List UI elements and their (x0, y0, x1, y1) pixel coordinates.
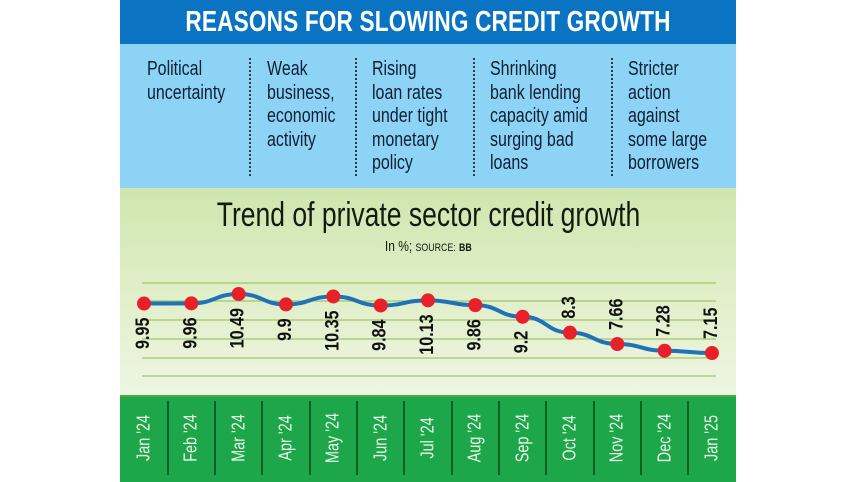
data-label: 9.84 (368, 319, 390, 351)
reason-divider (355, 58, 357, 176)
data-point-marker (562, 325, 577, 340)
x-axis-divider (592, 401, 595, 475)
data-point-marker (515, 309, 530, 324)
x-axis-label-text: May '24 (322, 413, 343, 463)
data-point-marker (326, 289, 341, 304)
data-point-marker (420, 293, 435, 308)
data-point-marker (704, 346, 719, 360)
x-axis-divider (403, 401, 406, 475)
data-point-marker (137, 296, 151, 311)
x-axis-tick-label: Jun '24 (357, 403, 404, 473)
x-axis-divider (450, 401, 453, 475)
x-axis-divider (261, 401, 264, 475)
chart-area: Trend of private sector credit growth In… (120, 188, 736, 395)
x-axis-divider (545, 401, 548, 475)
x-axis-label-text: Jun '24 (370, 415, 391, 461)
x-axis-divider (213, 401, 216, 475)
reason-stricter-action: Stricter action against some large borro… (628, 58, 708, 174)
source-label: SOURCE: (415, 242, 456, 254)
x-axis-label-text: Jan '25 (701, 415, 722, 461)
line-chart: 9.95 9.96 10.49 9.9 10.35 9.84 10.13 9.86 9.2 8.3… (132, 282, 722, 377)
x-axis-label-text: Oct '24 (559, 415, 580, 461)
x-axis-label-text: Jul '24 (417, 417, 438, 459)
reason-weak-business: Weak business, economic activity (267, 58, 336, 151)
x-axis-tick-label: Aug '24 (452, 403, 499, 473)
data-label: 7.66 (605, 298, 627, 330)
x-axis-divider (355, 401, 358, 475)
x-axis-label-text: Mar '24 (228, 414, 249, 462)
chart-title-text: Trend of private sector credit growth (216, 196, 640, 234)
chart-subtitle: In %; SOURCE: BB (120, 238, 736, 255)
x-axis-label-text: Apr '24 (275, 415, 296, 461)
data-point-marker (231, 287, 246, 301)
x-axis-tick-label: Jan '25 (688, 403, 735, 473)
data-point-marker (657, 343, 672, 358)
infographic: REASONS FOR SLOWING CREDIT GROWTH Politi… (120, 0, 736, 482)
x-axis-tick-label: May '24 (310, 403, 357, 473)
x-axis-tick-label: Apr '24 (262, 403, 309, 473)
data-label: 10.35 (321, 310, 343, 351)
reason-divider (473, 58, 475, 176)
data-label: 7.15 (700, 307, 722, 339)
x-axis-bar: Jan '24 Feb '24 Mar '24 Apr '24 May '24 Jun '… (120, 395, 736, 482)
data-point-marker (373, 298, 388, 313)
x-axis-label-text: Nov '24 (606, 413, 627, 463)
x-axis-divider (687, 401, 690, 475)
x-axis-label-text: Sep '24 (512, 413, 533, 463)
source-value: BB (458, 242, 472, 254)
reason-divider (249, 58, 251, 176)
x-axis-label-text: Feb '24 (180, 414, 201, 462)
data-label: 9.96 (179, 317, 201, 349)
reasons-panel: Political uncertainty Weak business, eco… (120, 44, 736, 188)
x-axis-tick-label: Mar '24 (215, 403, 262, 473)
x-axis-divider (166, 401, 169, 475)
x-axis-label-text: Dec '24 (654, 413, 675, 463)
x-axis-tick-label: Oct '24 (546, 403, 593, 473)
reason-shrinking-lending: Shrinking bank lending capacity amid sur… (490, 58, 588, 174)
data-point-marker (184, 296, 199, 311)
reason-divider (611, 58, 613, 176)
data-label: 9.95 (132, 317, 154, 349)
x-axis-divider (497, 401, 500, 475)
x-axis-divider (308, 401, 311, 475)
data-label: 10.13 (416, 314, 438, 355)
x-axis-label-text: Jan '24 (133, 415, 154, 461)
x-axis-divider (639, 401, 642, 475)
x-axis-tick-label: Dec '24 (641, 403, 688, 473)
x-axis-tick-label: Jul '24 (404, 403, 451, 473)
data-label: 8.3 (558, 296, 580, 319)
chart-title: Trend of private sector credit growth (120, 196, 736, 235)
x-axis-tick-label: Jan '24 (121, 403, 168, 473)
data-point-marker (468, 298, 483, 313)
data-label: 9.86 (463, 319, 485, 351)
data-point-marker (278, 297, 293, 312)
data-label: 9.2 (510, 331, 532, 354)
header-banner: REASONS FOR SLOWING CREDIT GROWTH (120, 0, 736, 44)
data-label: 10.49 (226, 308, 248, 349)
data-label: 9.9 (274, 318, 296, 341)
data-label: 7.28 (652, 305, 674, 337)
reason-political-uncertainty: Political uncertainty (147, 58, 226, 104)
chart-unit: In %; (384, 238, 412, 255)
data-point-marker (610, 336, 625, 351)
x-axis-tick-label: Nov '24 (594, 403, 641, 473)
x-axis-label-text: Aug '24 (464, 413, 485, 463)
reason-rising-loan-rates: Rising loan rates under tight monetary p… (372, 58, 448, 174)
x-axis-tick-label: Feb '24 (168, 403, 215, 473)
x-axis-tick-label: Sep '24 (499, 403, 546, 473)
header-title: REASONS FOR SLOWING CREDIT GROWTH (185, 5, 671, 38)
